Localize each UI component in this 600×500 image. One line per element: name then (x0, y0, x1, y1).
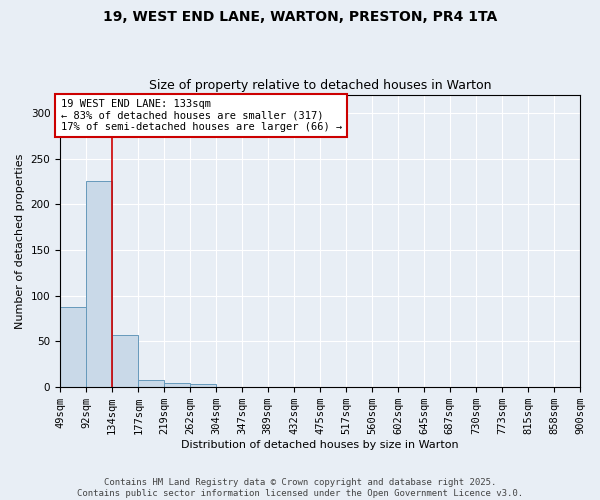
Bar (60, 306, 86, 387)
Text: Contains HM Land Registry data © Crown copyright and database right 2025.
Contai: Contains HM Land Registry data © Crown c… (77, 478, 523, 498)
Title: Size of property relative to detached houses in Warton: Size of property relative to detached ho… (149, 79, 491, 92)
Bar (112, 335, 138, 387)
Bar (138, 380, 164, 387)
Bar (86, 180, 112, 387)
Bar (164, 382, 190, 387)
X-axis label: Distribution of detached houses by size in Warton: Distribution of detached houses by size … (181, 440, 459, 450)
Bar (190, 384, 216, 387)
Text: 19 WEST END LANE: 133sqm
← 83% of detached houses are smaller (317)
17% of semi-: 19 WEST END LANE: 133sqm ← 83% of detach… (61, 99, 342, 132)
Y-axis label: Number of detached properties: Number of detached properties (15, 153, 25, 328)
Text: 19, WEST END LANE, WARTON, PRESTON, PR4 1TA: 19, WEST END LANE, WARTON, PRESTON, PR4 … (103, 10, 497, 24)
